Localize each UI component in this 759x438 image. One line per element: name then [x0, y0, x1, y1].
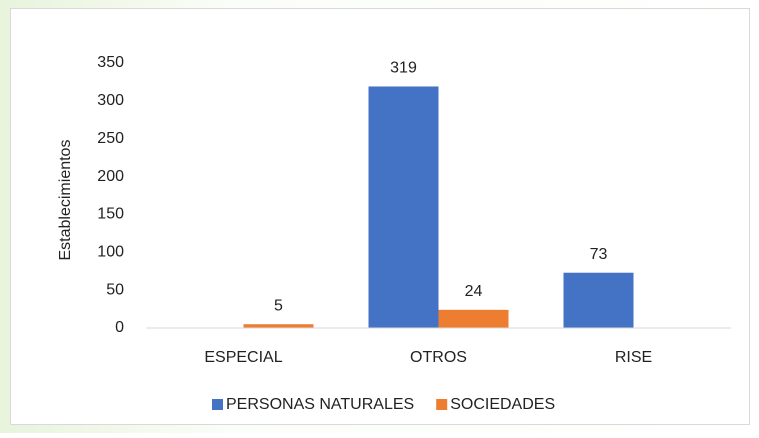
y-axis-title: Establecimientos [57, 140, 74, 261]
x-tick-label: RISE [615, 349, 652, 366]
legend-label: SOCIEDADES [450, 396, 555, 413]
legend-label: PERSONAS NATURALES [226, 396, 414, 413]
data-label: 5 [274, 297, 283, 314]
y-tick-label: 350 [97, 54, 124, 71]
data-label: 73 [590, 246, 608, 263]
legend-swatch [436, 399, 448, 410]
y-tick-label: 200 [97, 168, 124, 185]
y-tick-label: 50 [106, 281, 124, 298]
y-tick-label: 100 [97, 244, 124, 261]
y-tick-label: 250 [97, 130, 124, 147]
x-tick-label: OTROS [410, 349, 467, 366]
bar [438, 309, 509, 328]
y-tick-label: 300 [97, 92, 124, 109]
y-tick-label: 0 [115, 319, 124, 336]
x-tick-label: ESPECIAL [204, 349, 282, 366]
bar [243, 324, 314, 328]
data-label: 24 [465, 283, 483, 300]
bar [563, 272, 634, 328]
legend-swatch [212, 399, 223, 410]
data-label: 319 [390, 60, 417, 77]
y-tick-label: 150 [97, 206, 124, 223]
bar [368, 86, 439, 328]
